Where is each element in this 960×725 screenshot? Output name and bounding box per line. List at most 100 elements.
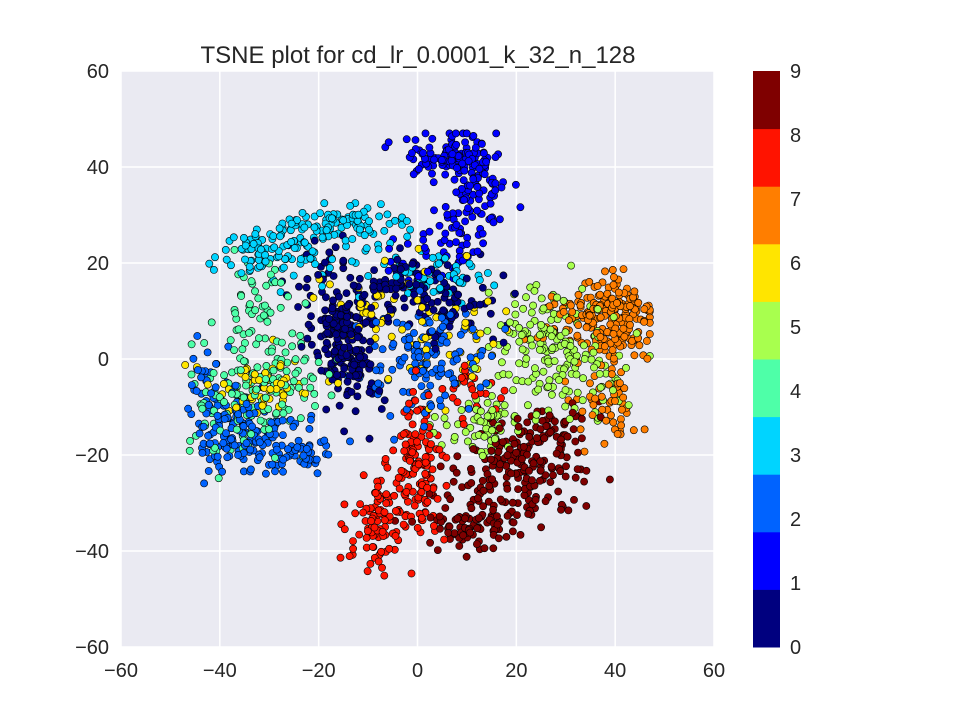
- scatter-point-class-4: [282, 367, 291, 376]
- scatter-point-class-3: [322, 226, 331, 235]
- scatter-point-class-4: [254, 294, 263, 303]
- scatter-point-class-9: [556, 467, 565, 476]
- scatter-point-class-1: [491, 179, 500, 188]
- scatter-point-class-3: [239, 233, 248, 242]
- scatter-point-class-0: [353, 333, 362, 342]
- scatter-point-class-2: [417, 382, 426, 390]
- scatter-point-class-8: [413, 524, 422, 532]
- scatter-point-class-1: [486, 199, 495, 208]
- scatter-point-class-0: [478, 283, 487, 292]
- scatter-point-class-4: [276, 303, 285, 312]
- scatter-point-class-9: [509, 518, 518, 527]
- scatter-point-class-2: [204, 431, 212, 440]
- scatter-point-class-4: [247, 277, 256, 286]
- scatter-point-class-3: [269, 232, 278, 240]
- scatter-point-class-9: [514, 422, 523, 431]
- scatter-point-class-2: [205, 439, 214, 448]
- scatter-point-class-0: [303, 275, 312, 283]
- scatter-point-class-9: [452, 468, 461, 477]
- scatter-point-class-4: [251, 306, 260, 315]
- scatter-point-class-4: [238, 345, 247, 354]
- scatter-point-class-0: [340, 427, 348, 436]
- scatter-point-class-2: [415, 286, 424, 295]
- scatter-point-class-3: [365, 217, 373, 226]
- scatter-point-class-0: [412, 280, 421, 289]
- scatter-point-class-3: [275, 224, 284, 233]
- scatter-point-class-0: [322, 338, 331, 347]
- scatter-point-class-2: [442, 338, 451, 347]
- scatter-point-class-7: [645, 330, 654, 338]
- scatter-point-class-3: [245, 262, 254, 271]
- scatter-point-class-8: [351, 509, 360, 518]
- scatter-point-class-9: [496, 460, 504, 469]
- colorbar-segment-5: [753, 301, 780, 360]
- scatter-point-class-4: [263, 317, 272, 326]
- scatter-point-class-5: [555, 376, 563, 384]
- scatter-point-class-7: [589, 400, 598, 409]
- scatter-point-class-8: [380, 571, 389, 580]
- scatter-point-class-5: [461, 428, 470, 436]
- scatter-point-class-9: [473, 494, 482, 503]
- scatter-point-class-1: [411, 136, 420, 144]
- scatter-point-class-9: [525, 466, 533, 475]
- scatter-point-class-3: [300, 238, 309, 247]
- x-axis-ticks: −60 −40 −20 0 20 40 60: [104, 660, 725, 682]
- scatter-point-class-9: [571, 437, 580, 446]
- scatter-point-class-9: [546, 428, 555, 437]
- scatter-point-class-6: [277, 379, 285, 388]
- scatter-point-class-3: [293, 216, 301, 224]
- scatter-point-class-3: [339, 216, 348, 225]
- scatter-point-class-8: [359, 471, 368, 480]
- scatter-point-class-2: [415, 353, 424, 362]
- scatter-point-class-2: [436, 364, 445, 373]
- scatter-point-class-9: [510, 439, 519, 448]
- scatter-point-class-5: [527, 308, 536, 317]
- scatter-point-class-4: [281, 348, 290, 357]
- scatter-point-class-5: [561, 328, 570, 337]
- scatter-point-class-7: [607, 411, 615, 420]
- scatter-point-class-1: [464, 157, 473, 165]
- scatter-point-class-4: [300, 356, 309, 365]
- scatter-point-class-4: [266, 308, 275, 317]
- scatter-point-class-3: [376, 200, 385, 208]
- scatter-point-class-5: [561, 386, 570, 394]
- scatter-point-class-6: [232, 403, 241, 412]
- scatter-point-class-0: [358, 360, 367, 369]
- scatter-point-class-1: [466, 181, 474, 190]
- scatter-point-class-3: [318, 282, 326, 291]
- scatter-point-class-6: [241, 373, 250, 381]
- scatter-point-class-9: [525, 432, 534, 441]
- scatter-point-class-9: [493, 512, 501, 521]
- scatter-point-class-8: [380, 508, 389, 517]
- scatter-point-class-9: [551, 417, 559, 426]
- scatter-point-class-4: [291, 369, 300, 378]
- scatter-point-class-8: [423, 497, 432, 506]
- scatter-point-class-9: [488, 475, 496, 484]
- scatter-point-class-8: [407, 569, 416, 578]
- scatter-point-class-9: [582, 466, 591, 475]
- scatter-point-class-1: [459, 176, 468, 185]
- scatter-point-class-8: [378, 563, 386, 572]
- scatter-point-class-5: [476, 407, 485, 416]
- scatter-point-class-0: [341, 324, 349, 333]
- scatter-point-class-2: [313, 469, 322, 478]
- scatter-point-class-6: [421, 334, 430, 342]
- scatter-point-class-4: [276, 278, 285, 287]
- scatter-point-class-9: [518, 454, 526, 463]
- scatter-point-class-8: [413, 437, 421, 446]
- scatter-point-class-9: [523, 418, 532, 427]
- scatter-point-class-0: [439, 306, 448, 315]
- scatter-point-class-1: [460, 195, 468, 204]
- scatter-point-class-9: [461, 514, 469, 523]
- scatter-point-class-8: [409, 387, 417, 396]
- scatter-point-class-1: [471, 143, 480, 152]
- scatter-point-class-2: [302, 444, 311, 453]
- scatter-point-class-2: [234, 451, 242, 459]
- scatter-point-class-5: [609, 386, 617, 395]
- scatter-point-class-6: [418, 317, 426, 326]
- scatter-point-class-0: [382, 285, 391, 294]
- scatter-point-class-5: [522, 293, 530, 302]
- scatter-point-class-8: [421, 469, 430, 478]
- scatter-point-class-6: [250, 370, 259, 379]
- scatter-point-class-6: [489, 339, 498, 348]
